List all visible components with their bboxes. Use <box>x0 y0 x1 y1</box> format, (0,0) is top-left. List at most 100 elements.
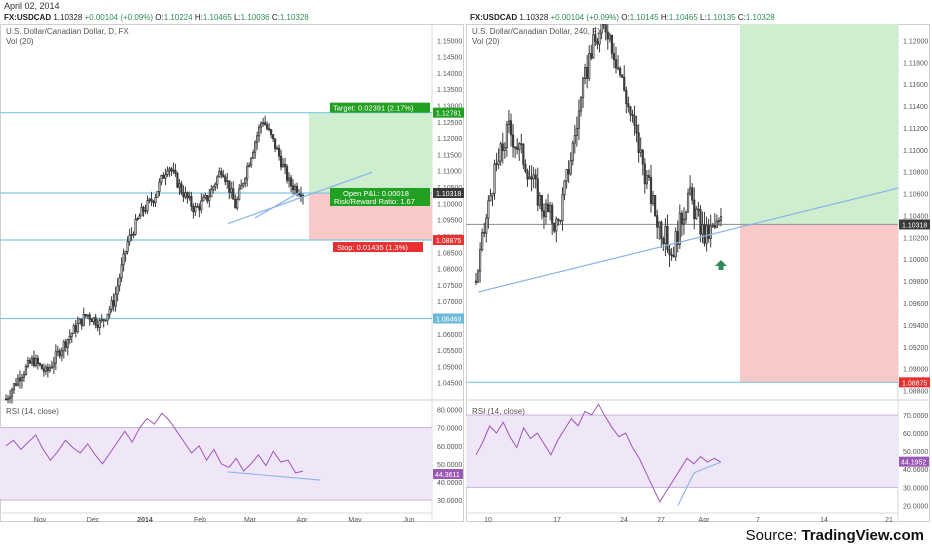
candle-body <box>279 155 283 168</box>
candle-body <box>86 314 89 317</box>
candle-body <box>540 194 543 212</box>
price-mark <box>433 187 464 198</box>
candle-body <box>152 200 155 204</box>
y-tick-label: 1.15000 <box>437 38 462 45</box>
candle-body <box>542 210 546 217</box>
candle-body <box>46 366 49 372</box>
candle-body <box>532 174 535 180</box>
rsi-tick-label: 70.0000 <box>903 413 928 420</box>
y-tick-label: 1.13000 <box>437 104 462 111</box>
rsi-tick-label: 30.0000 <box>437 498 462 505</box>
candle-body <box>281 163 285 168</box>
candle-body <box>234 198 237 209</box>
candle-body <box>28 360 32 364</box>
candle-body <box>90 318 93 323</box>
x-tick-label: 2014 <box>137 517 153 522</box>
candle-body <box>499 143 502 162</box>
candle-body <box>82 313 85 326</box>
candle-body <box>70 332 73 337</box>
candle-body <box>544 203 548 217</box>
trend-line <box>477 187 899 293</box>
candle-body <box>116 285 119 295</box>
last-price: 1.10328 <box>519 13 549 22</box>
candle-body <box>190 196 193 207</box>
candle-body <box>164 174 167 179</box>
candle-body <box>178 183 181 188</box>
candle-body <box>80 318 83 326</box>
candle-body <box>553 222 556 232</box>
candle-body <box>495 163 498 166</box>
price-mark <box>899 377 930 388</box>
candle-body <box>156 191 159 198</box>
candle-body <box>606 31 609 40</box>
candle-body <box>130 233 133 236</box>
candle-body <box>220 171 223 176</box>
symbol-label: FX:USDCAD <box>4 13 52 22</box>
price-mark-label: 1.10318 <box>902 222 927 229</box>
candle-body <box>268 128 271 131</box>
candle-body <box>122 253 125 266</box>
candle-body <box>534 174 537 180</box>
y-tick-label: 1.14500 <box>437 55 462 62</box>
candle-body <box>476 270 480 283</box>
candle-body <box>24 366 28 375</box>
price-mark-label: 1.10318 <box>436 191 461 198</box>
candle-body <box>16 377 20 386</box>
y-tick-label: 1.10400 <box>903 213 928 220</box>
x-tick-label: 24 <box>620 517 628 522</box>
candle-body <box>136 218 139 220</box>
chart-title: U.S. Dollar/Canadian Dollar, 240, FX <box>472 27 603 36</box>
daily-chart-panel[interactable]: FX:USDCAD 1.10328 +0.00104 (+0.09%) O:1.… <box>0 10 464 522</box>
candle-body <box>586 67 589 79</box>
candle-body <box>216 176 219 185</box>
price-mark-label: 1.08875 <box>902 380 927 387</box>
candle-body <box>695 208 698 219</box>
symbol-label: FX:USDCAD <box>470 13 518 22</box>
candle-body <box>172 169 175 172</box>
candle-body <box>106 313 109 321</box>
pnl-box <box>330 187 430 206</box>
candle-body <box>246 166 249 180</box>
candle-body <box>22 373 26 378</box>
candle-body <box>104 319 107 322</box>
candle-body <box>98 320 101 328</box>
buy-arrow-icon <box>715 260 727 270</box>
rsi-label: RSI (14, close) <box>6 407 59 416</box>
candle-body <box>266 124 269 130</box>
candle-body <box>275 147 279 150</box>
h4-chart-panel[interactable]: FX:USDCAD 1.10328 +0.00104 (+0.09%) O:1.… <box>466 10 930 522</box>
y-tick-label: 1.05500 <box>437 348 462 355</box>
candle-body <box>511 134 515 148</box>
open-pnl-label: Open P&L: 0.00018 <box>343 189 409 198</box>
h4-chart-canvas[interactable]: U.S. Dollar/Canadian Dollar, 240, FXVol … <box>466 24 930 522</box>
candle-body <box>481 231 484 251</box>
candle-body <box>581 78 585 99</box>
candle-body <box>182 192 185 198</box>
chart-date: April 02, 2014 <box>4 1 60 11</box>
candle-body <box>619 67 622 76</box>
target-box <box>330 102 430 113</box>
candle-body <box>660 221 663 240</box>
candle-body <box>693 199 696 219</box>
x-tick-label: Dec <box>87 517 100 522</box>
candle-body <box>573 135 576 144</box>
candle-body <box>594 34 597 42</box>
x-tick-label: 17 <box>553 517 561 522</box>
candle-body <box>214 183 217 188</box>
rsi-trend-line <box>677 472 695 506</box>
candle-body <box>176 173 179 188</box>
candle-body <box>202 197 205 202</box>
rsi-line <box>5 412 304 474</box>
candle-body <box>649 177 653 204</box>
rsi-tick-label: 60.0000 <box>437 444 462 451</box>
candle-body <box>226 180 229 183</box>
y-tick-label: 1.07000 <box>437 299 462 306</box>
candle-body <box>616 67 620 70</box>
candle-body <box>579 97 583 112</box>
candle-body <box>120 264 123 279</box>
candle-body <box>651 195 655 204</box>
candle-body <box>643 163 646 185</box>
y-tick-label: 1.08800 <box>903 389 928 396</box>
candle-body <box>68 336 71 340</box>
